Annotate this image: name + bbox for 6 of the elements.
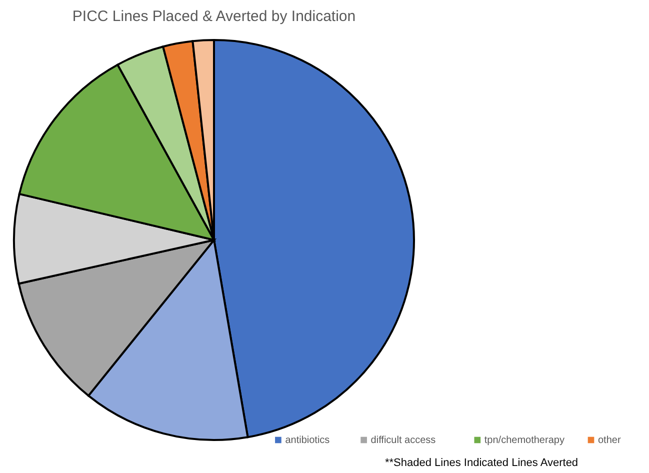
legend-label: tpn/chemotherapy — [484, 435, 564, 446]
chart-title: PICC Lines Placed & Averted by Indication — [72, 8, 356, 25]
legend-label: other — [598, 435, 622, 446]
legend-label: antibiotics — [285, 435, 330, 446]
text: **Shaded Lines Indicated Lines Averted — [385, 457, 578, 469]
legend-label: difficult access — [370, 435, 436, 446]
